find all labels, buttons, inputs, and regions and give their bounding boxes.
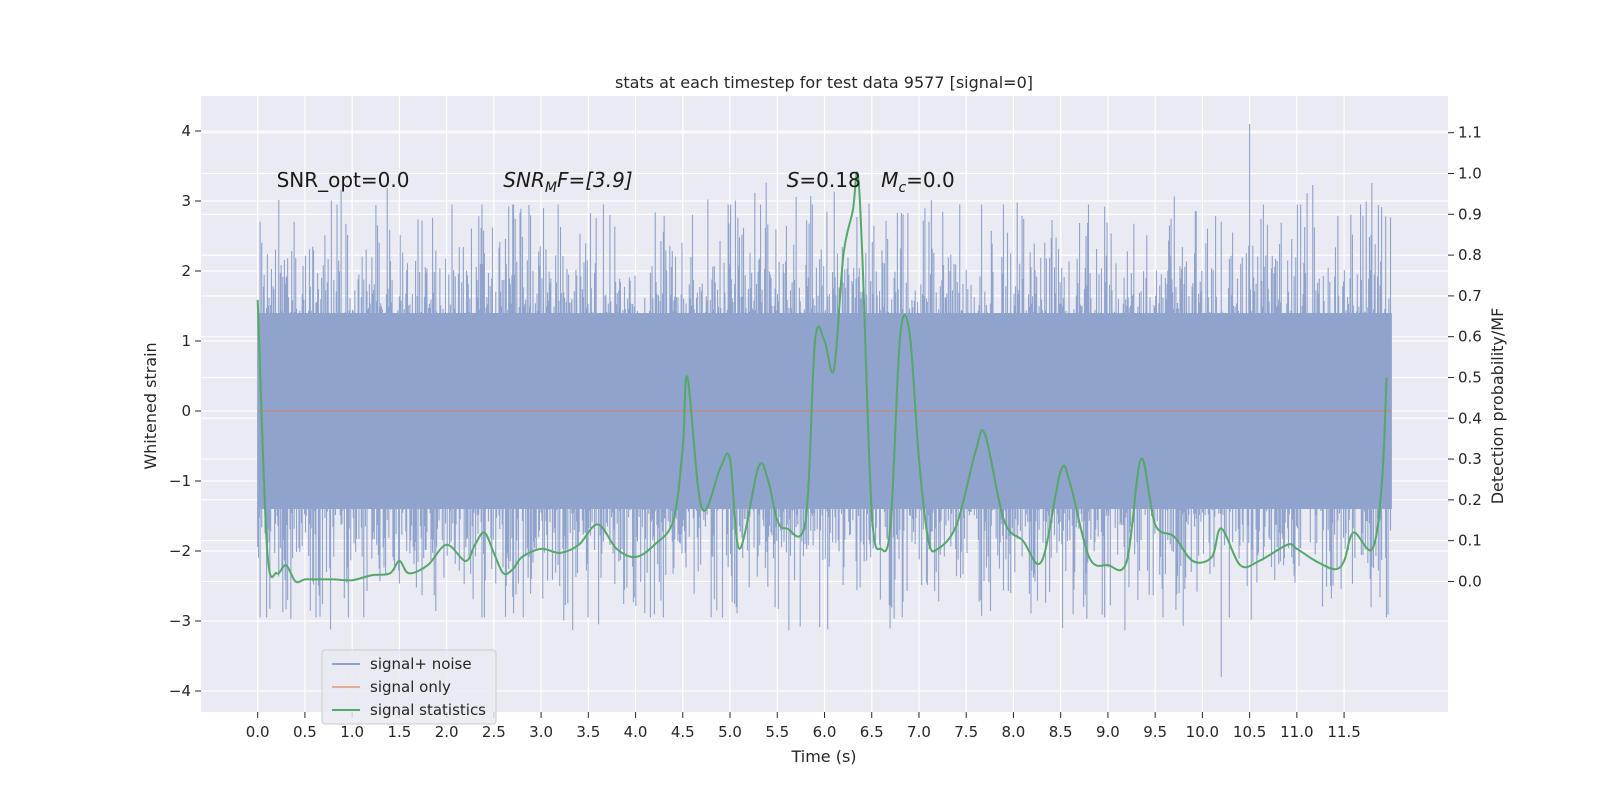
y-axis-left: −4 −3 −2 −1 0 1 2 3 4 (169, 122, 201, 700)
y2-tick-label: 0.8 (1458, 246, 1482, 264)
y-tick-label: −1 (169, 472, 191, 490)
x-tick-label: 6.0 (813, 723, 837, 741)
y2-tick-label: 0.2 (1458, 491, 1482, 509)
x-tick-label: 11.5 (1327, 723, 1360, 741)
legend-label-noise: signal+ noise (370, 655, 472, 673)
x-tick-label: 9.0 (1096, 723, 1120, 741)
annotation-suffix: =0.18 (799, 168, 860, 192)
x-tick-label: 8.5 (1049, 723, 1073, 741)
y-tick-label: 2 (181, 262, 191, 280)
x-tick-label: 2.0 (435, 723, 459, 741)
y2-tick-label: 0.1 (1458, 532, 1482, 550)
annotation-3: Mc=0.0 (881, 168, 955, 196)
x-tick-label: 0.5 (293, 723, 317, 741)
x-tick-label: 7.5 (954, 723, 978, 741)
x-tick-label: 10.0 (1186, 723, 1219, 741)
annotation-subscript: c (898, 180, 906, 196)
y-axis-label: Whitened strain (141, 342, 160, 469)
legend-frame (321, 649, 497, 725)
x-axis: 0.0 0.5 1.0 1.5 2.0 2.5 3.0 3.5 4.0 4.5 5.0 5.5 6.0 6… (246, 712, 1361, 741)
x-tick-label: 1.0 (340, 723, 364, 741)
y-tick-label: 0 (181, 402, 191, 420)
y-tick-label: −4 (169, 682, 191, 700)
legend: signal+ noise signal only signal statist… (321, 649, 497, 725)
y-tick-label: −2 (169, 542, 191, 560)
x-tick-label: 7.0 (907, 723, 931, 741)
annotation-2: S=0.18 (787, 168, 861, 192)
y-axis-right: 0.0 0.1 0.2 0.3 0.4 0.5 0.6 0.7 0.8 0.9 1.0 1.1 (1448, 124, 1482, 590)
x-tick-label: 3.0 (529, 723, 553, 741)
annotation-prefix: SNR (503, 168, 545, 192)
legend-label-statistics: signal statistics (370, 701, 486, 719)
annotation-suffix: =0.0 (906, 168, 955, 192)
y-tick-label: −3 (169, 612, 191, 630)
annotation-subscript: M (545, 180, 557, 196)
y2-tick-label: 0.9 (1458, 205, 1482, 223)
y2-tick-label: 0.0 (1458, 572, 1482, 590)
y2-tick-label: 0.3 (1458, 450, 1482, 468)
annotation-prefix: SNR_opt=0.0 (277, 168, 410, 192)
x-tick-label: 0.0 (246, 723, 270, 741)
x-tick-label: 9.5 (1143, 723, 1167, 741)
x-tick-label: 6.5 (860, 723, 884, 741)
x-tick-label: 1.5 (387, 723, 411, 741)
legend-label-signal-only: signal only (370, 678, 451, 696)
y-tick-label: 4 (181, 122, 191, 140)
y2-tick-label: 0.4 (1458, 409, 1482, 427)
x-tick-label: 2.5 (482, 723, 506, 741)
annotation-prefix: S (787, 168, 800, 192)
annotation-0: SNR_opt=0.0 (277, 168, 410, 192)
annotations: SNR_opt=0.0 SNRMF=[3.9] S=0.18 Mc=0.0 (277, 168, 955, 196)
x-tick-label: 5.0 (718, 723, 742, 741)
y-tick-label: 3 (181, 192, 191, 210)
x-tick-label: 4.0 (624, 723, 648, 741)
annotation-suffix: F=[3.9] (557, 168, 633, 192)
annotation-prefix: M (881, 168, 898, 192)
x-tick-label: 3.5 (576, 723, 600, 741)
signal-statistics-line (256, 171, 1388, 584)
y2-tick-label: 0.7 (1458, 287, 1482, 305)
x-tick-label: 11.0 (1280, 723, 1313, 741)
y2-tick-label: 0.5 (1458, 368, 1482, 386)
y2-axis-label: Detection probability/MF (1488, 308, 1507, 505)
x-tick-label: 10.5 (1233, 723, 1266, 741)
x-tick-label: 4.5 (671, 723, 695, 741)
x-tick-label: 8.0 (1002, 723, 1026, 741)
annotation-1: SNRMF=[3.9] (503, 168, 632, 196)
x-axis-label: Time (s) (790, 747, 856, 766)
chart-title: stats at each timestep for test data 957… (615, 73, 1033, 92)
x-tick-label: 5.5 (765, 723, 789, 741)
y-tick-label: 1 (181, 332, 191, 350)
y2-tick-label: 0.6 (1458, 328, 1482, 346)
y2-tick-label: 1.1 (1458, 124, 1482, 142)
y2-tick-label: 1.0 (1458, 165, 1482, 183)
